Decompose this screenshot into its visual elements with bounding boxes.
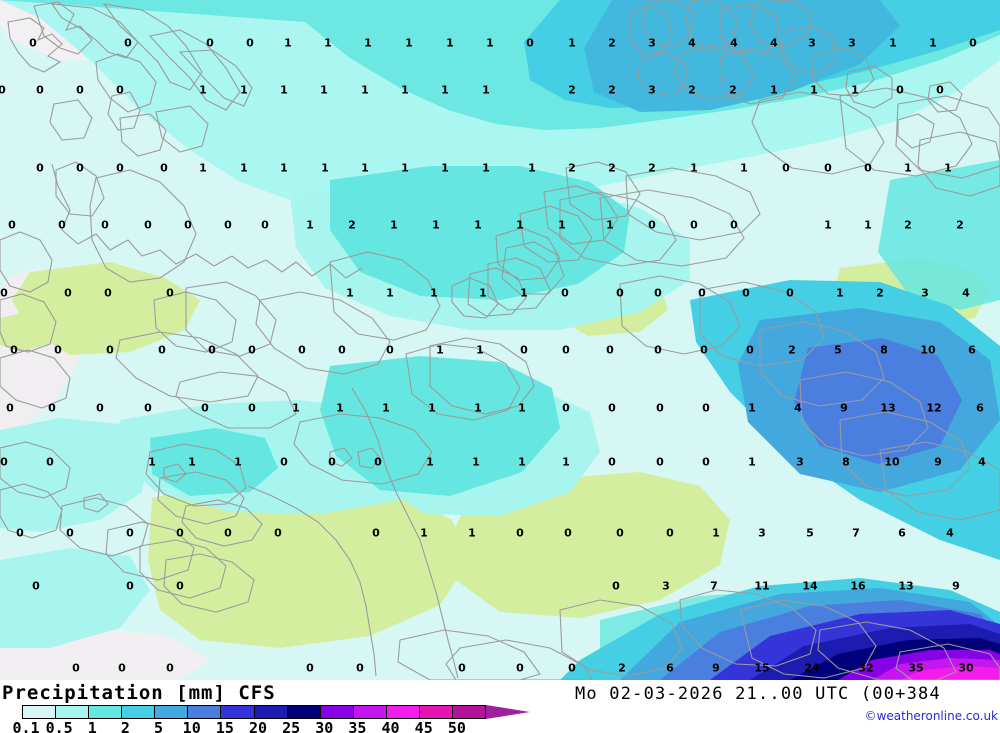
legend-swatch [386,706,420,718]
legend-swatch [23,706,57,718]
legend-swatch [419,706,454,718]
band-45-sestrip [900,666,1000,680]
legend-swatch [453,706,486,718]
band-15-core [794,338,962,464]
legend-tick: 35 [348,719,367,733]
band-2-centralblob [330,166,630,300]
legend-tick: 10 [182,719,201,733]
legend-tick: 15 [215,719,234,733]
band-1-sw [0,548,150,648]
legend-swatch [353,706,387,718]
footer-bar: Precipitation [mm] CFS Mo 02-03-2026 21.… [0,680,1000,733]
legend-swatch [89,706,123,718]
legend-swatch [56,706,90,718]
precipitation-contour-layer [0,0,1000,680]
legend-tick: 5 [154,719,164,733]
band-2-east [878,160,1000,310]
legend-tick: 20 [248,719,268,733]
legend-arrow-icon [486,705,530,719]
legend-swatch [155,706,189,718]
coastline-layer [0,0,1000,680]
legend-tick: 0.5 [45,719,73,733]
band-1-biscay [0,418,150,532]
legend-swatch [287,706,321,718]
legend-swatches [22,705,486,719]
band-green-wales [12,262,200,355]
band-green-ireland [0,310,60,352]
legend-tick: 0.1 [12,719,40,733]
legend-tick-labels: 0.1 0.5 1 2 5 10 15 20 25 30 35 40 45 50 [0,719,500,733]
band-green-iberia [148,478,470,648]
legend-colorbar [22,705,492,719]
legend-swatch [188,706,222,718]
legend-tick: 2 [120,719,130,733]
legend-tick: 30 [315,719,334,733]
legend-swatch [254,706,288,718]
legend-tick: 40 [381,719,400,733]
band-2-france [320,356,560,496]
legend-tick: 45 [414,719,433,733]
legend-swatch [122,706,156,718]
legend-tick: 50 [447,719,466,733]
legend-tick: 25 [282,719,301,733]
legend-swatch [320,706,354,718]
chart-title: Precipitation [mm] CFS [2,682,276,704]
valid-datetime: Mo 02-03-2026 21..00 UTC (00+384 [575,684,941,704]
copyright-credit: ©weatheronline.co.uk [864,709,998,723]
legend-swatch [221,706,255,718]
legend-tick: 1 [87,719,97,733]
